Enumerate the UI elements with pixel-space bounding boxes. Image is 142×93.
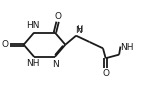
Text: HN: HN <box>26 21 39 30</box>
Text: NH: NH <box>120 43 133 52</box>
Text: H: H <box>76 25 83 34</box>
Text: O: O <box>2 40 9 49</box>
Text: NH: NH <box>26 59 39 68</box>
Text: O: O <box>102 69 109 78</box>
Text: O: O <box>54 12 61 21</box>
Text: N: N <box>52 60 59 69</box>
Text: N: N <box>75 26 82 35</box>
